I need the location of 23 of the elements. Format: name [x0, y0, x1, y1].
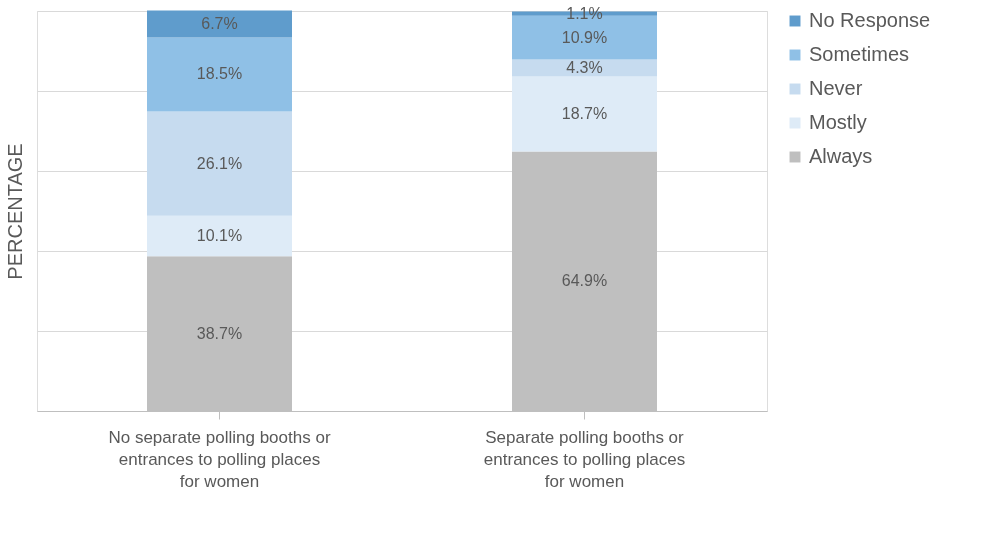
bar — [512, 76, 657, 152]
legend-label: Mostly — [809, 111, 867, 133]
bar — [147, 215, 292, 257]
bar — [147, 37, 292, 112]
data-label: 18.7% — [561, 105, 608, 122]
data-label: 64.9% — [561, 272, 608, 290]
bar — [147, 111, 292, 216]
bar — [147, 10, 292, 38]
data-label: 6.7% — [201, 15, 238, 32]
bar — [512, 59, 657, 77]
y-axis-title: PERCENTAGE — [3, 143, 26, 280]
data-label: 38.7% — [196, 324, 243, 342]
data-label: 4.3% — [566, 59, 603, 76]
data-label: 18.5% — [196, 65, 243, 83]
data-label: 10.1% — [196, 227, 243, 244]
x-tick-label: No separate polling booths or entrances to polling places for women — [108, 427, 331, 491]
legend-label: Always — [809, 145, 873, 167]
x-tick-label: Separate polling booths or entrances to polling places for women — [483, 427, 686, 491]
legend-label: Sometimes — [809, 43, 910, 65]
data-label: 26.1% — [196, 154, 243, 172]
legend-label: No Response — [809, 9, 931, 31]
data-label: 10.9% — [561, 28, 608, 46]
legend-label: Never — [809, 77, 863, 99]
